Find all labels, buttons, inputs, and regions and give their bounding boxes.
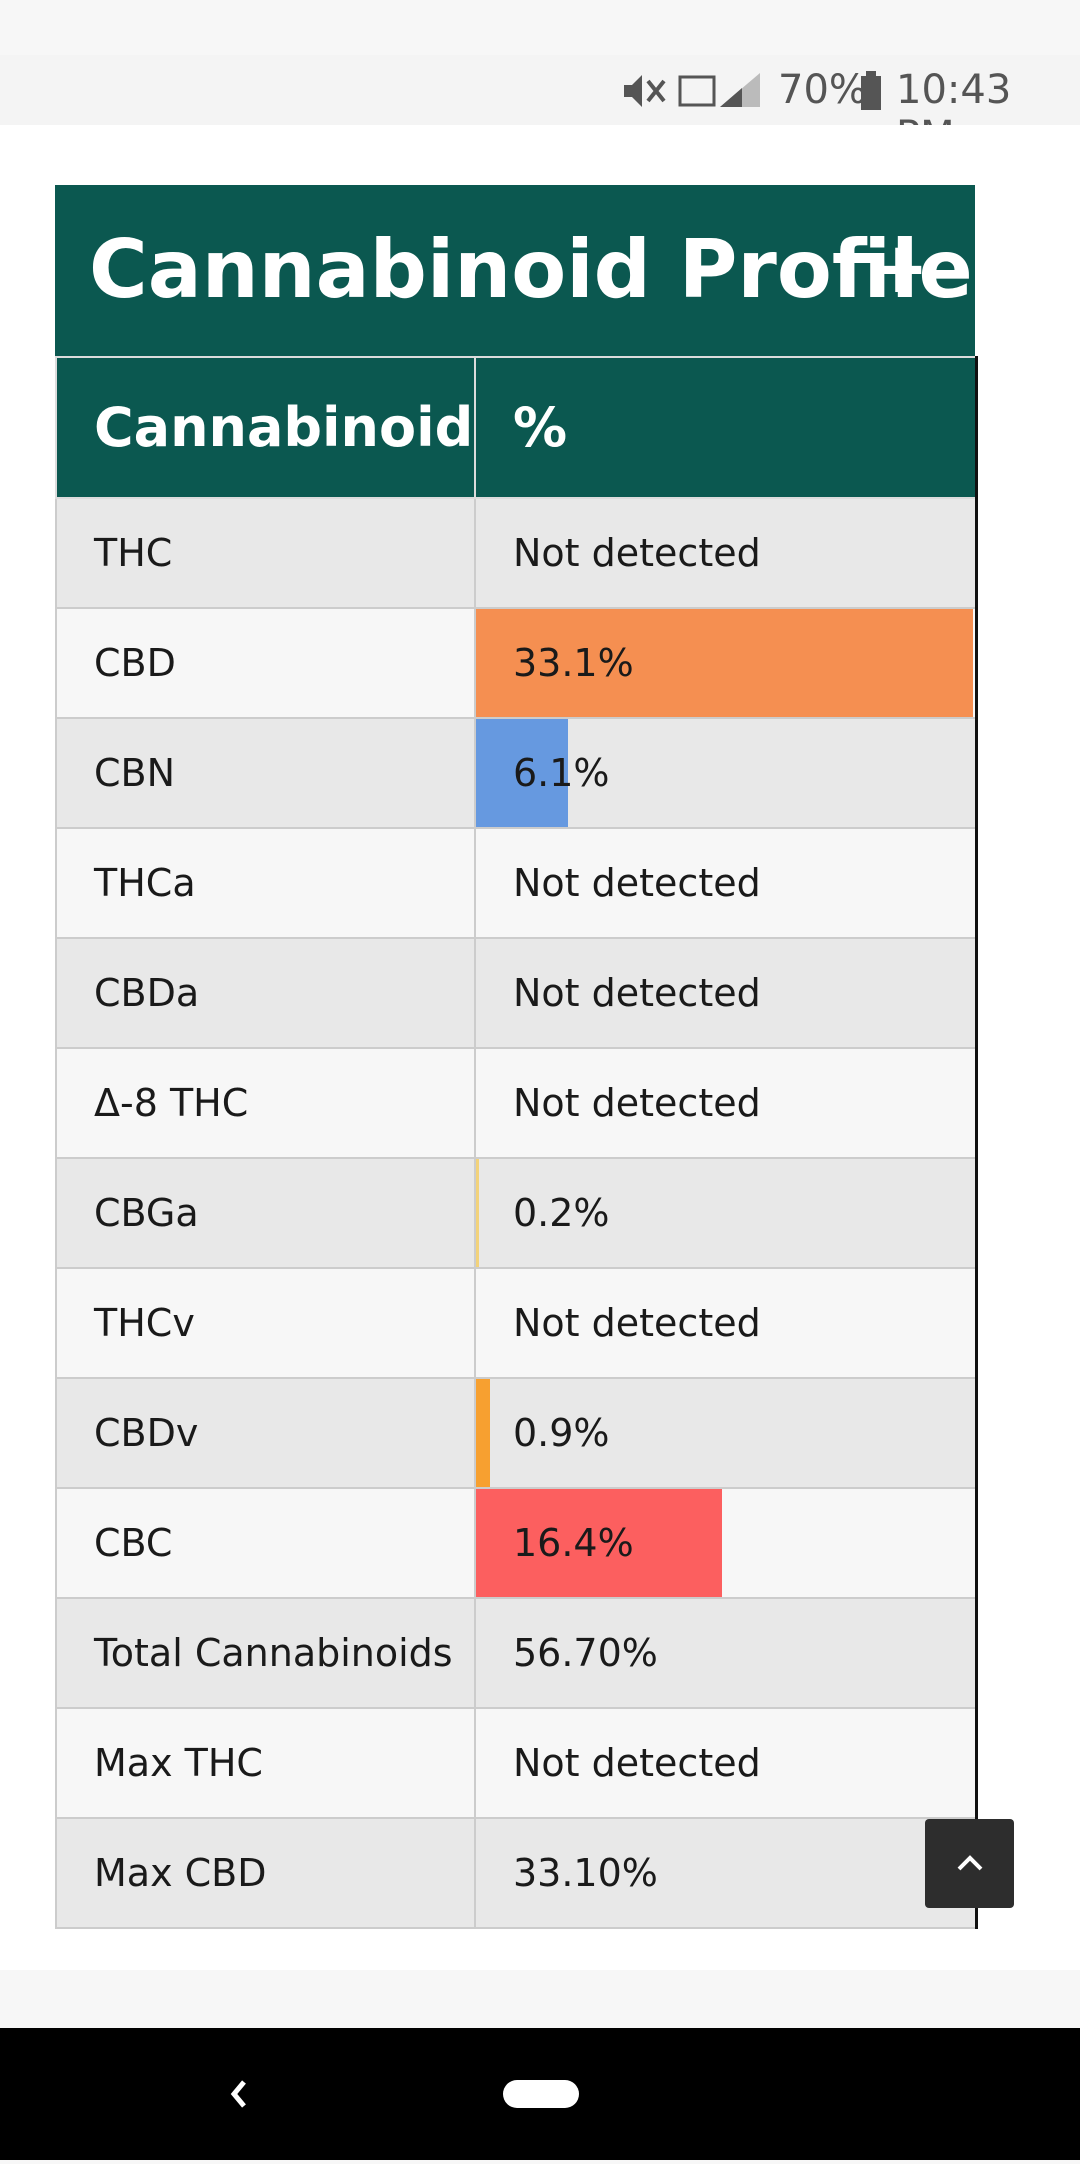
percent-cell: Not detected xyxy=(474,497,977,609)
cannabinoid-name: THCa xyxy=(94,861,196,905)
cannabinoid-table: Cannabinoid % THC Not detected CBD 33.1% CBN… xyxy=(55,356,978,1929)
row: THCa Not detected xyxy=(55,827,977,939)
percent-cell: 6.1% xyxy=(474,717,977,829)
percent-cell: 0.2% xyxy=(474,1157,977,1269)
status-icons xyxy=(624,73,760,107)
cannabinoid-cell: CBD xyxy=(55,607,476,719)
cannabinoid-cell: CBDa xyxy=(55,937,476,1049)
percent-value: 6.1% xyxy=(513,751,610,795)
percent-bar xyxy=(476,1159,479,1267)
percent-value: 56.70% xyxy=(513,1631,658,1675)
battery-icon xyxy=(861,71,881,110)
status-bar: 70% 10:43 PM xyxy=(0,55,1080,159)
row: CBGa 0.2% xyxy=(55,1157,977,1269)
percent-cell: 16.4% xyxy=(474,1487,977,1599)
cannabinoid-cell: Max THC xyxy=(55,1707,476,1819)
cannabinoid-cell: THCa xyxy=(55,827,476,939)
percent-value: Not detected xyxy=(513,1741,761,1785)
cannabinoid-cell: Total Cannabinoids xyxy=(55,1597,476,1709)
percent-cell: Not detected xyxy=(474,1047,977,1159)
cannabinoid-name: Δ-8 THC xyxy=(94,1081,249,1125)
percent-value: Not detected xyxy=(513,1081,761,1125)
cannabinoid-cell: THC xyxy=(55,497,476,609)
cannabinoid-name: Total Cannabinoids xyxy=(94,1631,453,1675)
row: CBDa Not detected xyxy=(55,937,977,1049)
percent-cell: Not detected xyxy=(474,1267,977,1379)
nav-bar xyxy=(0,2028,1080,2160)
row: CBN 6.1% xyxy=(55,717,977,829)
cannabinoid-cell: CBC xyxy=(55,1487,476,1599)
row: THC Not detected xyxy=(55,497,977,609)
percent-cell: 56.70% xyxy=(474,1597,977,1709)
title: Cannabinoid Profile xyxy=(89,223,973,316)
cannabinoid-name: CBDv xyxy=(94,1411,199,1455)
row: THCv Not detected xyxy=(55,1267,977,1379)
cannabinoid-cell: Max CBD xyxy=(55,1817,476,1929)
percent-value: Not detected xyxy=(513,971,761,1015)
percent-value: 0.9% xyxy=(513,1411,610,1455)
expand-icon[interactable]: + xyxy=(870,227,929,309)
cannabinoid-name: CBD xyxy=(94,641,176,685)
row: CBD 33.1% xyxy=(55,607,977,719)
cannabinoid-name: CBC xyxy=(94,1521,173,1565)
percent-cell: Not detected xyxy=(474,827,977,939)
home-button[interactable] xyxy=(503,2080,579,2108)
percent-cell: 33.10% xyxy=(474,1817,977,1929)
title-block[interactable]: Cannabinoid Profile + xyxy=(55,185,975,356)
header-cell: % xyxy=(474,356,977,499)
percent-cell: 0.9% xyxy=(474,1377,977,1489)
cannabinoid-cell: Δ-8 THC xyxy=(55,1047,476,1159)
percent-bar xyxy=(476,609,973,717)
back-button[interactable] xyxy=(230,2080,246,2108)
nav-icons xyxy=(230,2080,579,2108)
scroll-top-button[interactable] xyxy=(925,1819,1014,1908)
percent-value: Not detected xyxy=(513,1301,761,1345)
profile-card: Cannabinoid Profile + Cannabinoid % THC N… xyxy=(55,185,978,1929)
cannabinoid-cell: CBGa xyxy=(55,1157,476,1269)
cannabinoid-name: THCv xyxy=(94,1301,195,1345)
cannabinoid-name: Max CBD xyxy=(94,1851,267,1895)
percent-value: 33.1% xyxy=(513,641,634,685)
cannabinoid-name: CBDa xyxy=(94,971,200,1015)
row: Total Cannabinoids 56.70% xyxy=(55,1597,977,1709)
row: Δ-8 THC Not detected xyxy=(55,1047,977,1159)
percent-bar xyxy=(476,1379,490,1487)
header-cell: Cannabinoid xyxy=(55,356,476,499)
percent-cell: 33.1% xyxy=(474,607,977,719)
percent-bar xyxy=(476,719,568,827)
cannabinoid-name: CBN xyxy=(94,751,176,795)
percent-cell: Not detected xyxy=(474,937,977,1049)
row: Max THC Not detected xyxy=(55,1707,977,1819)
battery-text: 70% xyxy=(778,67,867,113)
percent-bar xyxy=(476,1489,723,1597)
percent-value: Not detected xyxy=(513,531,761,575)
percent-value: Not detected xyxy=(513,861,761,905)
cannabinoid-cell: THCv xyxy=(55,1267,476,1379)
cannabinoid-name: CBGa xyxy=(94,1191,199,1235)
percent-cell: Not detected xyxy=(474,1707,977,1819)
cannabinoid-name: THC xyxy=(94,531,173,575)
header-row: Cannabinoid % xyxy=(55,356,977,499)
row: CBC 16.4% xyxy=(55,1487,977,1599)
chevron-up xyxy=(957,1855,983,1871)
percent-value: 33.10% xyxy=(513,1851,658,1895)
cannabinoid-cell: CBN xyxy=(55,717,476,829)
row: CBDv 0.9% xyxy=(55,1377,977,1489)
cannabinoid-cell: CBDv xyxy=(55,1377,476,1489)
percent-value: 16.4% xyxy=(513,1521,634,1565)
percent-value: 0.2% xyxy=(513,1191,610,1235)
cannabinoid-name: Max THC xyxy=(94,1741,263,1785)
row: Max CBD 33.10% xyxy=(55,1817,977,1929)
